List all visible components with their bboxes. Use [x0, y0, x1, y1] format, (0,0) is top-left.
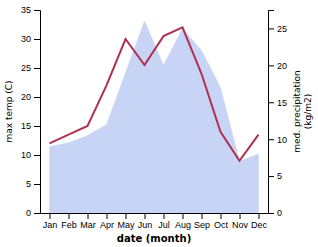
tick: 15	[21, 121, 40, 131]
tick: 30	[21, 34, 40, 44]
marks	[50, 21, 259, 213]
tick-label: Mar	[80, 220, 96, 230]
tick-mark	[34, 97, 40, 98]
tick-mark	[259, 213, 260, 219]
tick: 25	[21, 63, 40, 73]
x-axis-title: date (month)	[117, 233, 191, 244]
tick-mark	[145, 213, 146, 219]
area	[50, 21, 259, 213]
tick: Jun	[138, 213, 153, 230]
tick-label: Feb	[61, 220, 77, 230]
tick-mark	[107, 213, 108, 219]
tick: 0	[26, 208, 40, 218]
tick-label: 30	[21, 34, 31, 44]
tick: Dec	[251, 213, 268, 230]
y-axis: 0 5 10 15 20 25 30 35	[21, 5, 41, 218]
tick-mark	[183, 213, 184, 219]
tick-label: 10	[277, 135, 287, 145]
tick: May	[117, 213, 135, 230]
tick-label: Jan	[43, 220, 58, 230]
line	[50, 27, 259, 160]
y2-axis-title: med. precipitation(kg/m2)	[292, 70, 313, 152]
tick-label: 25	[277, 24, 287, 34]
tick-label: Sep	[194, 220, 210, 230]
tick-label: 25	[21, 63, 31, 73]
tick-mark	[268, 28, 274, 29]
tick-label: May	[117, 220, 135, 230]
tick-mark	[69, 213, 70, 219]
tick-mark	[50, 213, 51, 219]
tick-mark	[268, 102, 274, 103]
tick-label: Aug	[175, 220, 191, 230]
tick-mark	[34, 10, 40, 11]
tick-mark	[221, 213, 222, 219]
tick-label: Jul	[158, 220, 170, 230]
tick-label: 35	[21, 5, 31, 15]
tick-mark	[268, 139, 274, 140]
tick: Mar	[80, 213, 96, 230]
tick: 20	[268, 61, 287, 71]
tick-label: Oct	[214, 220, 229, 230]
tick-mark	[268, 213, 274, 214]
tick-mark	[268, 176, 274, 177]
tick-mark	[34, 126, 40, 127]
tick-mark	[164, 213, 165, 219]
tick-label: 20	[277, 61, 287, 71]
tick-label: 15	[277, 98, 287, 108]
tick: 15	[268, 98, 287, 108]
tick-mark	[202, 213, 203, 219]
tick: 20	[21, 92, 40, 102]
tick: 5	[268, 171, 282, 181]
tick-mark	[240, 213, 241, 219]
tick-label: 20	[21, 92, 31, 102]
tick-mark	[268, 65, 274, 66]
x-axis: JanFebMar AprMayJun Jul AugSep OctNovDec	[41, 213, 269, 230]
tick-label: 5	[26, 179, 31, 189]
tick: Sep	[194, 213, 210, 230]
tick: 10	[21, 150, 40, 160]
tick-label: 5	[277, 171, 282, 181]
tick-label: Dec	[251, 220, 268, 230]
tick: 25	[268, 24, 287, 34]
axis-line	[41, 213, 269, 214]
tick-label: 15	[21, 121, 31, 131]
tick: Jan	[43, 213, 58, 230]
tick: Jul	[158, 213, 170, 230]
tick: 10	[268, 135, 287, 145]
tick: Nov	[232, 213, 249, 230]
tick-mark	[88, 213, 89, 219]
tick-mark	[34, 184, 40, 185]
tick: Oct	[214, 213, 229, 230]
tick-label: Nov	[232, 220, 249, 230]
tick-label: 0	[277, 208, 282, 218]
tick-mark	[34, 213, 40, 214]
y2-axis: 0 5 10 15 20 25	[268, 11, 287, 219]
tick-mark	[34, 155, 40, 156]
axis-line	[34, 11, 41, 214]
plot: JanFebMar AprMayJun Jul AugSep OctNovDec 0 5 10…	[4, 5, 313, 244]
y2-axis-title-line: (kg/m2)	[303, 94, 313, 129]
chart: JanFebMar AprMayJun Jul AugSep OctNovDec 0 5 10…	[0, 0, 318, 247]
tick: Feb	[61, 213, 77, 230]
tick: Apr	[100, 213, 114, 230]
tick: Aug	[175, 213, 191, 230]
tick-label: Jun	[138, 220, 153, 230]
tick-label: Apr	[100, 220, 114, 230]
tick-label: 0	[26, 208, 31, 218]
axis-line	[269, 11, 275, 214]
tick: 35	[21, 5, 40, 15]
tick: 0	[268, 208, 282, 218]
tick-mark	[34, 39, 40, 40]
tick-mark	[126, 213, 127, 219]
tick-mark	[34, 68, 40, 69]
tick: 5	[26, 179, 40, 189]
y-axis-title: max temp (C)	[4, 80, 14, 142]
tick-label: 10	[21, 150, 31, 160]
y2-axis-title-line: med. precipitation	[292, 70, 302, 152]
